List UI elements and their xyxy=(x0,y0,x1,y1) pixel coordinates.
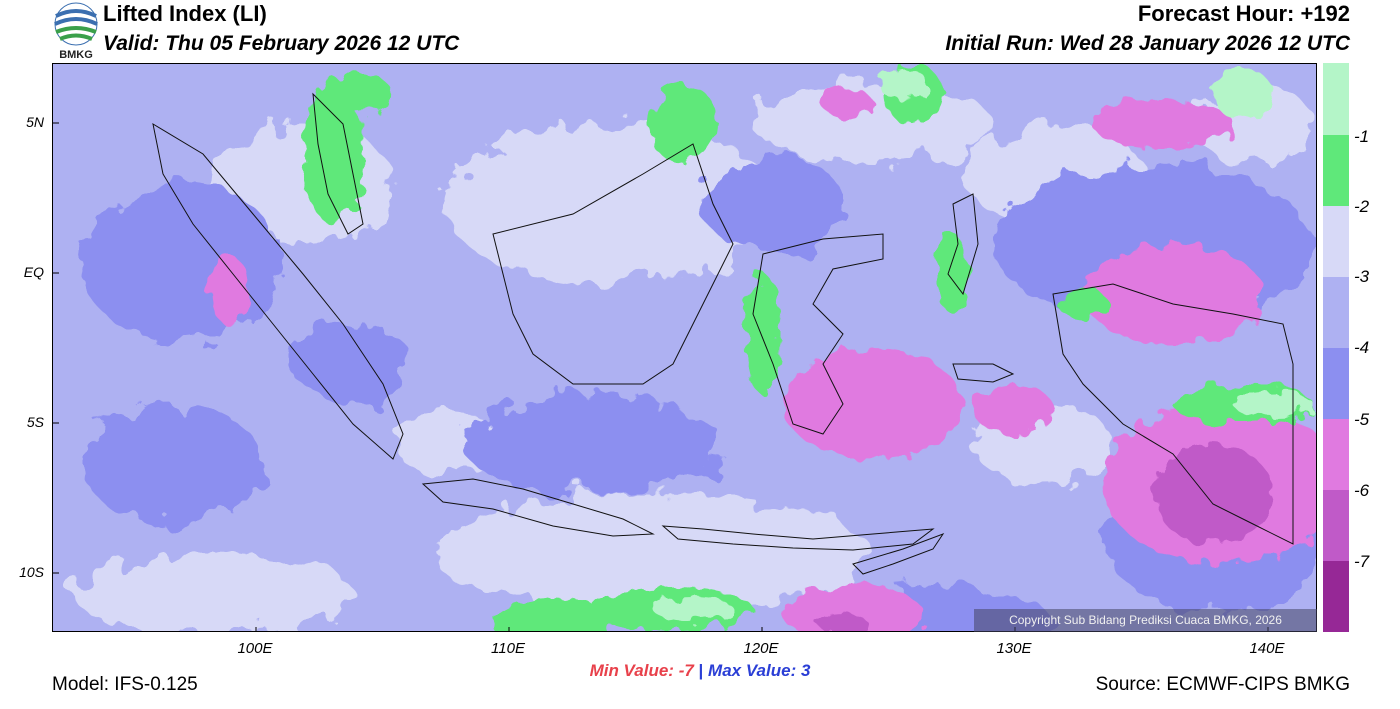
map-svg xyxy=(53,64,1316,631)
colorbar xyxy=(1323,63,1349,632)
colorbar-segment-4to5 xyxy=(1323,348,1349,419)
lon-label-110e: 110E xyxy=(491,640,525,657)
lon-label-130e: 130E xyxy=(996,640,1032,657)
svg-text:BMKG: BMKG xyxy=(59,49,93,60)
min-max-values: Min Value: -7 | Max Value: 3 xyxy=(0,661,1400,681)
lat-label-10s: 10S xyxy=(19,564,44,580)
coastlines xyxy=(152,92,1294,575)
max-value: 3 xyxy=(800,661,811,680)
copyright-notice: Copyright Sub Bidang Prediksi Cuaca BMKG… xyxy=(974,609,1317,632)
colorbar-label-m1: -1 xyxy=(1354,127,1370,146)
colorbar-label-m5: -5 xyxy=(1354,410,1370,429)
colorbar-label-m3: -3 xyxy=(1354,267,1370,286)
colorbar-label-m6: -6 xyxy=(1354,481,1370,500)
lifted-index-map xyxy=(52,63,1317,632)
colorbar-segment-6to7 xyxy=(1323,490,1349,561)
colorbar-segment-below-7 xyxy=(1323,561,1349,632)
model-name: Model: IFS-0.125 xyxy=(52,674,198,695)
lon-label-100e: 100E xyxy=(237,640,273,657)
colorbar-segment-5to6 xyxy=(1323,419,1349,490)
li-band-4to5 xyxy=(83,154,1316,631)
colorbar-label-m4: -4 xyxy=(1354,338,1370,357)
colorbar-segment-2to3 xyxy=(1323,206,1349,277)
colorbar-segment-3to4 xyxy=(1323,277,1349,348)
min-max-separator: | xyxy=(698,661,704,680)
min-value: -7 xyxy=(678,661,694,680)
lat-label-5n: 5N xyxy=(26,114,44,130)
colorbar-segment-above-1 xyxy=(1323,63,1349,135)
colorbar-label-m2: -2 xyxy=(1354,197,1370,216)
forecast-hour: Forecast Hour: +192 xyxy=(1137,1,1350,26)
min-label: Min Value: xyxy=(589,661,674,680)
valid-time: Valid: Thu 05 February 2026 12 UTC xyxy=(103,32,460,55)
lon-label-140e: 140E xyxy=(1249,640,1285,657)
data-source: Source: ECMWF-CIPS BMKG xyxy=(1095,674,1350,695)
colorbar-segment-1to2 xyxy=(1323,135,1349,206)
lat-label-5s: 5S xyxy=(26,414,44,430)
colorbar-label-m7: -7 xyxy=(1354,552,1370,571)
max-label: Max Value: xyxy=(708,661,797,680)
bmkg-logo: BMKG xyxy=(52,2,100,61)
chart-title: Lifted Index (LI) xyxy=(103,1,267,26)
lon-label-120e: 120E xyxy=(743,640,779,657)
lat-label-eq: EQ xyxy=(23,264,44,280)
li-band-above-1 xyxy=(653,69,1313,621)
initial-run: Initial Run: Wed 28 January 2026 12 UTC xyxy=(945,32,1350,55)
